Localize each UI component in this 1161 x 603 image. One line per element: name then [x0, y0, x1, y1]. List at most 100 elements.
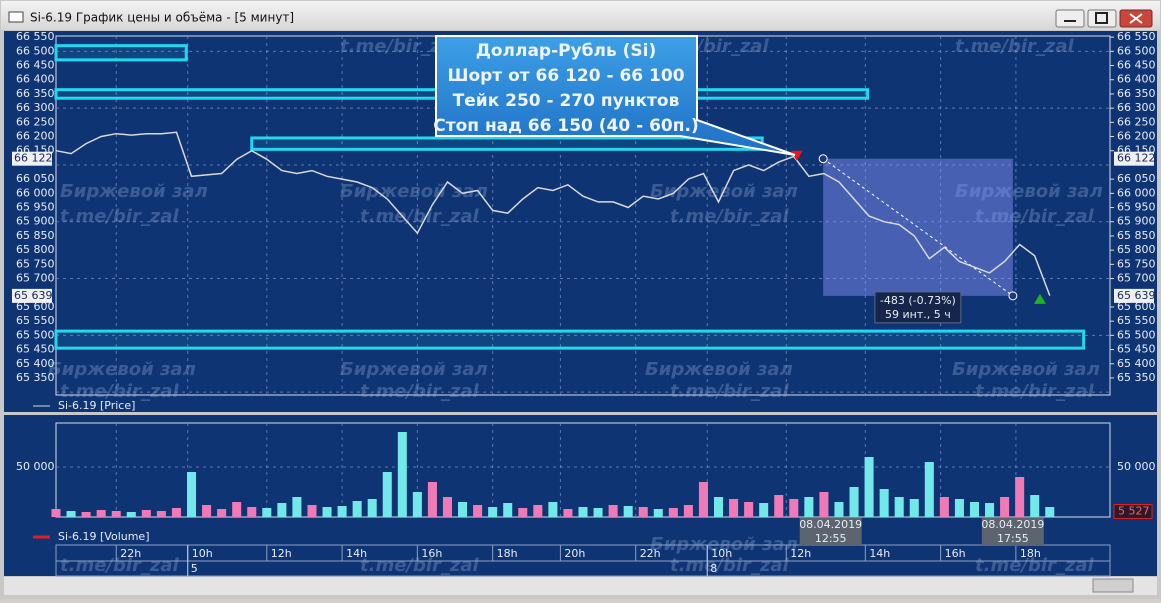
- volume-bar: [141, 510, 151, 517]
- y-tick-label: 66 000: [1117, 186, 1156, 199]
- crosshair-label-box: [981, 518, 1044, 546]
- watermark: t.me/bir_zal: [360, 381, 480, 402]
- y-tick-label: 50 000: [1117, 460, 1156, 473]
- volume-bar: [171, 508, 181, 517]
- legend-label: Si-6.19 [Volume]: [58, 530, 150, 543]
- y-tick-label: 65 750: [1117, 257, 1156, 270]
- price-label-box: [12, 151, 52, 166]
- volume-bar: [548, 502, 558, 517]
- volume-bar: [96, 510, 106, 517]
- y-tick-label: 65 400: [1117, 357, 1156, 370]
- price-label: 66 122: [14, 152, 53, 165]
- y-tick-label: 65 950: [16, 201, 55, 214]
- watermark: Биржевой зал: [955, 181, 1103, 202]
- scrollbar[interactable]: [4, 577, 1157, 595]
- measure-point: [1008, 291, 1018, 301]
- x-tick-label: 10h: [192, 547, 213, 560]
- measure-box: [823, 158, 1013, 296]
- volume-bar: [849, 487, 859, 517]
- volume-bar: [202, 505, 212, 517]
- y-tick-label: 66 400: [16, 73, 55, 86]
- annotation-text: Стоп над 66 150 (40 - 60п.): [433, 116, 698, 136]
- volume-bar: [789, 499, 799, 517]
- y-tick-label: 65 550: [1117, 314, 1156, 327]
- volume-bar: [954, 499, 964, 517]
- volume-bar: [337, 506, 347, 517]
- panel-splitter: [4, 412, 1157, 415]
- y-tick-label: 66 450: [1117, 59, 1156, 72]
- price-label-box: [12, 288, 52, 303]
- y-tick-label: 66 500: [16, 44, 55, 57]
- annotation-text: Тейк 250 - 270 пунктов: [453, 91, 680, 111]
- watermark: Биржевой зал: [60, 181, 208, 202]
- volume-bar: [51, 509, 61, 517]
- x-tick-label: 22h: [120, 547, 141, 560]
- date-tick-label: 5: [191, 562, 198, 575]
- annotation-callout: [435, 35, 796, 156]
- volume-bar: [608, 505, 618, 517]
- volume-bar: [262, 508, 272, 517]
- y-tick-label: 66 050: [1117, 172, 1156, 185]
- watermark: Биржевой зал: [952, 359, 1100, 380]
- volume-bar: [939, 497, 949, 517]
- y-tick-label: 65 550: [16, 314, 55, 327]
- price-zone: [250, 136, 764, 151]
- y-tick-label: 66 000: [16, 186, 55, 199]
- y-tick-label: 65 450: [16, 343, 55, 356]
- volume-bar: [683, 505, 693, 517]
- volume-bar: [473, 505, 483, 517]
- volume-bar: [397, 432, 407, 517]
- volume-bar: [578, 507, 588, 517]
- volume-bar: [232, 502, 242, 517]
- watermark: t.me/bir_zal: [955, 36, 1075, 57]
- volume-bar: [427, 482, 437, 517]
- watermark: t.me/bir_zal: [360, 206, 480, 227]
- y-tick-label: 65 800: [16, 243, 55, 256]
- y-tick-label: 66 050: [16, 172, 55, 185]
- watermark: Биржевой зал: [645, 359, 793, 380]
- window-icon: [8, 11, 24, 23]
- price-label: 65 639: [14, 289, 53, 302]
- crosshair-label-box: [799, 518, 862, 546]
- volume-bar: [909, 499, 919, 517]
- y-tick-label: 65 800: [1117, 243, 1156, 256]
- watermark: Биржевой зал: [48, 359, 196, 380]
- volume-bar: [66, 511, 76, 517]
- y-tick-label: 65 450: [1117, 343, 1156, 356]
- watermark: t.me/bir_zal: [670, 555, 790, 576]
- minimize-button[interactable]: [1055, 9, 1085, 28]
- watermark: t.me/bir_zal: [975, 381, 1095, 402]
- x-tick-label: 14h: [869, 547, 890, 560]
- x-tick-label: 22h: [640, 547, 661, 560]
- volume-bar: [698, 482, 708, 517]
- volume-bar: [518, 508, 528, 517]
- last-volume-box: [1113, 503, 1153, 519]
- trade-signal: [1033, 293, 1046, 304]
- volume-bar: [247, 507, 257, 517]
- volume-bar: [352, 501, 362, 517]
- price-label: 65 639: [1117, 289, 1156, 302]
- watermark: t.me/bir_zal: [975, 555, 1095, 576]
- price-zone: [54, 44, 188, 62]
- volume-bar: [186, 472, 197, 517]
- watermark: t.me/bir_zal: [360, 555, 480, 576]
- volume-bar: [307, 505, 317, 517]
- minimize-icon: [1064, 20, 1076, 22]
- volume-bar: [1030, 495, 1040, 517]
- x-tick-label: 18h: [1020, 547, 1041, 560]
- volume-bar: [759, 503, 769, 517]
- volume-bar: [804, 497, 814, 517]
- watermark: t.me/bir_zal: [60, 206, 180, 227]
- scrollbar-thumb[interactable]: [1092, 578, 1134, 593]
- watermark: t.me/bir_zal: [60, 555, 180, 576]
- y-tick-label: 65 500: [1117, 328, 1156, 341]
- y-tick-label: 66 200: [16, 130, 55, 143]
- x-tick-label: 18h: [497, 547, 518, 560]
- y-tick-label: 66 300: [1117, 101, 1156, 114]
- volume-bar: [924, 462, 934, 517]
- measure-label: -483 (-0.73%): [880, 294, 956, 307]
- volume-bar: [412, 492, 422, 517]
- y-tick-label: 66 550: [16, 30, 55, 43]
- title-bar: [1, 1, 1160, 30]
- y-tick-label: 66 250: [1117, 115, 1156, 128]
